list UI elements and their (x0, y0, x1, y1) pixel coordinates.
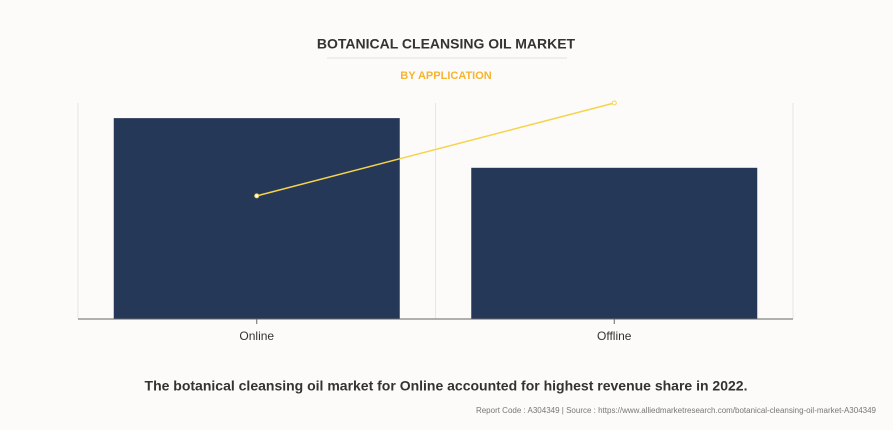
line-point (254, 193, 260, 199)
source: Report Code : A304349 | Source : https:/… (476, 406, 877, 415)
line-point (611, 100, 617, 106)
chart-subtitle: BY APPLICATION (400, 70, 492, 82)
bar (113, 118, 400, 320)
caption: The botanical cleansing oil market for O… (145, 378, 748, 394)
x-tick-label: Online (239, 329, 274, 343)
x-tick-label: Offline (597, 329, 632, 343)
line (256, 102, 615, 197)
chart-title: BOTANICAL CLEANSING OIL MARKET (317, 36, 576, 52)
bar (471, 167, 758, 319)
